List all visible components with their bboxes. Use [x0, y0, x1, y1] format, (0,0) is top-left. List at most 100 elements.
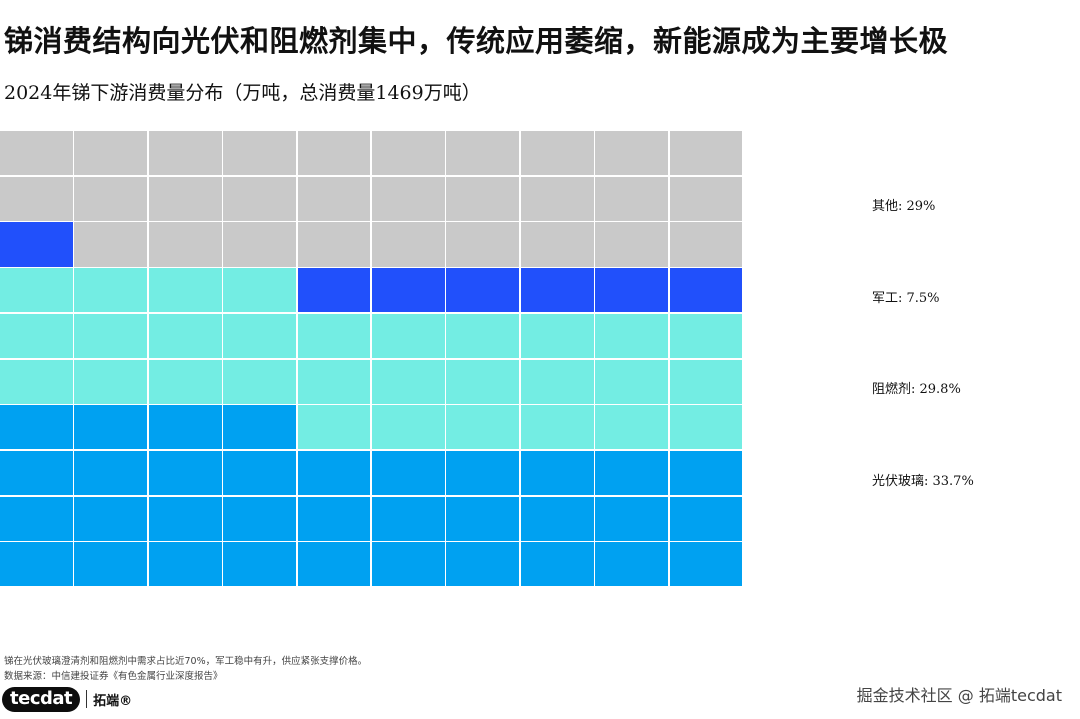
waffle-cell — [595, 131, 669, 176]
waffle-cell — [297, 268, 371, 313]
waffle-cell — [669, 313, 743, 358]
waffle-cell — [148, 313, 222, 358]
waffle-cell — [595, 176, 669, 221]
waffle-cell — [520, 222, 594, 267]
waffle-cell — [0, 405, 73, 450]
waffle-cell — [669, 131, 743, 176]
waffle-cell — [223, 450, 297, 496]
waffle-cell — [595, 359, 669, 404]
waffle-cell — [520, 450, 594, 496]
waffle-cell — [223, 405, 297, 450]
waffle-cell — [520, 313, 594, 358]
waffle-cell — [74, 405, 148, 450]
waffle-cell — [0, 131, 73, 176]
waffle-cell — [0, 359, 73, 404]
waffle-cell — [148, 222, 222, 267]
waffle-cell — [446, 131, 520, 176]
waffle-cell — [372, 268, 445, 313]
legend-label-other: 其他: 29% — [872, 199, 936, 214]
waffle-cell — [148, 450, 222, 496]
waffle-cell — [0, 313, 73, 358]
waffle-cell — [595, 313, 669, 358]
legend-label-flame-retardant: 阻燃剂: 29.8% — [872, 382, 961, 397]
logo-tecdat-text: tecdat — [2, 686, 81, 712]
waffle-cell — [223, 542, 297, 587]
waffle-cell — [446, 542, 520, 587]
waffle-cell — [74, 176, 148, 221]
waffle-cell — [446, 359, 520, 404]
footnote-source: 数据来源：中信建投证券《有色金属行业深度报告》 — [4, 671, 223, 682]
legend-label-pv-glass: 光伏玻璃: 33.7% — [872, 474, 974, 489]
waffle-cell — [0, 450, 73, 496]
waffle-cell — [297, 222, 371, 267]
waffle-cell — [520, 496, 594, 541]
waffle-cell — [223, 359, 297, 404]
waffle-cell — [297, 313, 371, 358]
waffle-cell — [520, 131, 594, 176]
waffle-cell — [446, 222, 520, 267]
waffle-cell — [148, 131, 222, 176]
waffle-cell — [74, 496, 148, 541]
waffle-cell — [74, 131, 148, 176]
waffle-chart — [0, 131, 744, 588]
waffle-cell — [446, 496, 520, 541]
waffle-cell — [669, 496, 743, 541]
waffle-cell — [74, 268, 148, 313]
waffle-cell — [74, 542, 148, 587]
watermark: 掘金技术社区 @ 拓端tecdat — [856, 686, 1062, 705]
chart-title: 锑消费结构向光伏和阻燃剂集中，传统应用萎缩，新能源成为主要增长极 — [4, 24, 949, 58]
waffle-cell — [0, 222, 73, 267]
waffle-cell — [520, 268, 594, 313]
waffle-cell — [446, 268, 520, 313]
waffle-cell — [297, 405, 371, 450]
waffle-cell — [223, 268, 297, 313]
waffle-cell — [148, 176, 222, 221]
waffle-cell — [372, 313, 445, 358]
waffle-cell — [372, 450, 445, 496]
chart-subtitle: 2024年锑下游消费量分布（万吨，总消费量1469万吨） — [4, 82, 481, 104]
waffle-cell — [223, 176, 297, 221]
waffle-cell — [148, 542, 222, 587]
waffle-cell — [223, 496, 297, 541]
waffle-cell — [0, 496, 73, 541]
waffle-cell — [595, 542, 669, 587]
waffle-cell — [0, 542, 73, 587]
waffle-cell — [148, 405, 222, 450]
waffle-cell — [520, 542, 594, 587]
waffle-cell — [669, 268, 743, 313]
waffle-cell — [74, 222, 148, 267]
waffle-cell — [669, 176, 743, 221]
waffle-cell — [669, 405, 743, 450]
waffle-cell — [148, 268, 222, 313]
waffle-cell — [446, 450, 520, 496]
waffle-cell — [74, 450, 148, 496]
waffle-cell — [0, 176, 73, 221]
waffle-cell — [520, 176, 594, 221]
waffle-cell — [148, 359, 222, 404]
waffle-cell — [446, 405, 520, 450]
waffle-cell — [372, 359, 445, 404]
waffle-cell — [297, 450, 371, 496]
waffle-cell — [446, 313, 520, 358]
waffle-cell — [297, 496, 371, 541]
waffle-cell — [446, 176, 520, 221]
waffle-cell — [223, 313, 297, 358]
logo-divider — [86, 690, 88, 708]
waffle-cell — [669, 542, 743, 587]
waffle-cell — [372, 496, 445, 541]
waffle-cell — [297, 359, 371, 404]
waffle-cell — [520, 359, 594, 404]
footnote-summary: 锑在光伏玻璃澄清剂和阻燃剂中需求占比近70%，军工稳中有升，供应紧张支撑价格。 — [4, 656, 368, 667]
waffle-cell — [669, 359, 743, 404]
waffle-cell — [0, 268, 73, 313]
waffle-cell — [74, 313, 148, 358]
waffle-cell — [297, 176, 371, 221]
waffle-cell — [74, 359, 148, 404]
waffle-cell — [297, 542, 371, 587]
waffle-cell — [372, 176, 445, 221]
waffle-cell — [595, 496, 669, 541]
waffle-cell — [669, 450, 743, 496]
waffle-cell — [595, 450, 669, 496]
waffle-cell — [148, 496, 222, 541]
waffle-cell — [669, 222, 743, 267]
